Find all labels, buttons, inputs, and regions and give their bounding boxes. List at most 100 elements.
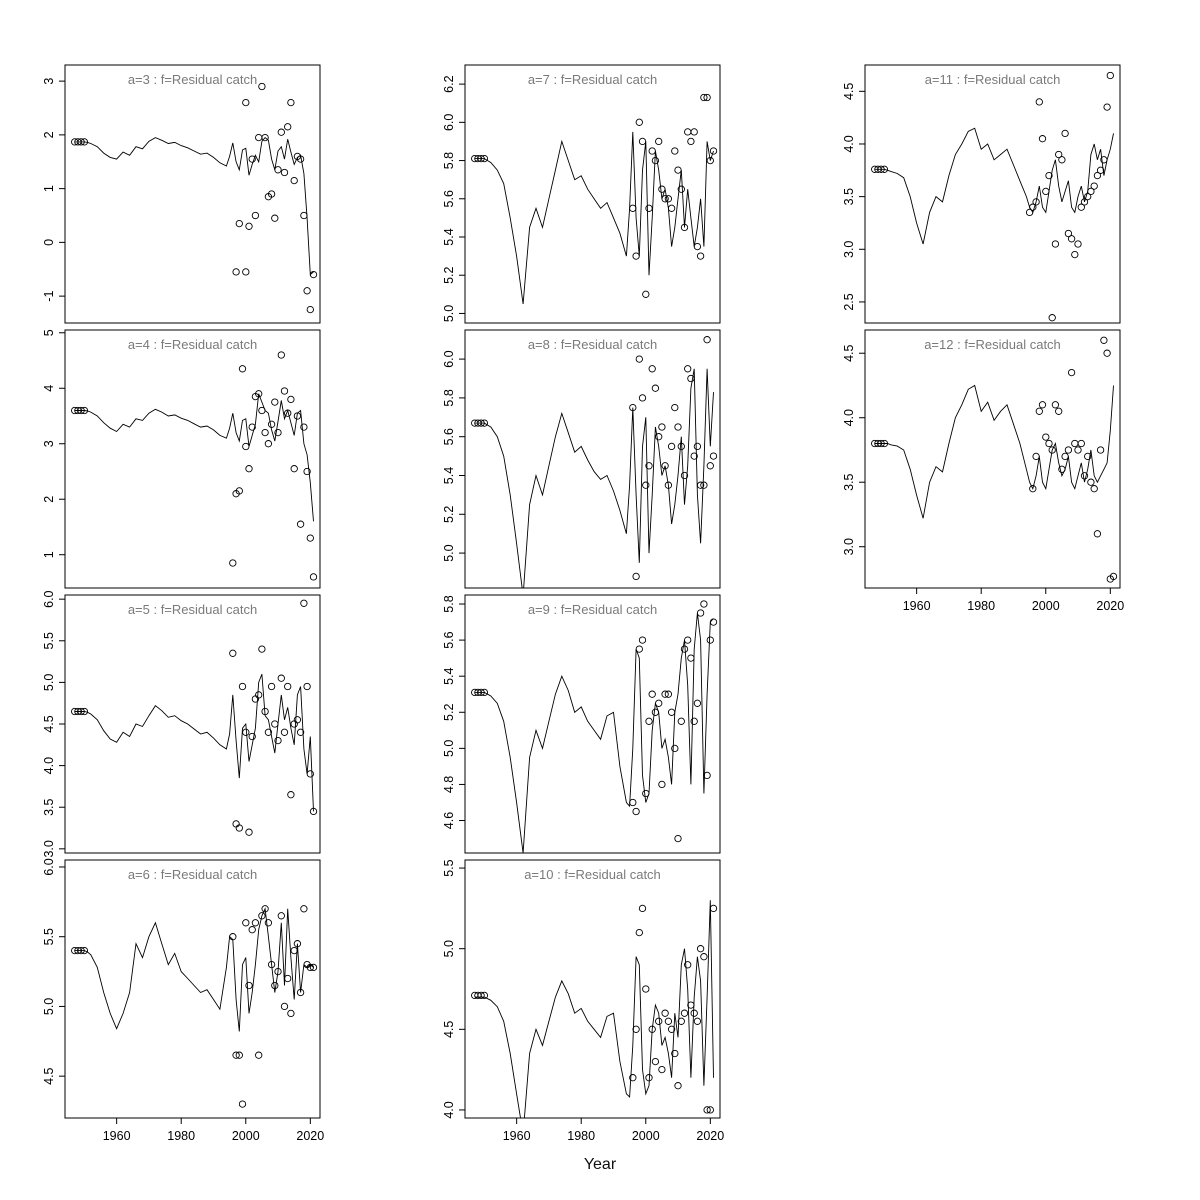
observation-point <box>1025 208 1034 217</box>
model-line <box>74 136 314 276</box>
observation-point <box>1090 182 1098 190</box>
observation-point <box>655 699 663 707</box>
observation-point <box>309 573 318 581</box>
y-tick-label: 4.6 <box>442 812 456 829</box>
observation-point <box>293 940 302 948</box>
observation-point <box>700 953 708 961</box>
observation-point <box>1080 472 1089 480</box>
observation-point <box>706 462 714 470</box>
observation-point <box>651 384 660 392</box>
observation-point <box>1100 156 1108 164</box>
observation-point <box>477 419 485 427</box>
observation-point <box>287 395 295 404</box>
y-tick-label: 3.0 <box>842 241 856 258</box>
y-tick-label: 6.0 <box>442 350 456 367</box>
observation-point <box>271 720 279 728</box>
model-line <box>474 612 714 853</box>
observation-point <box>296 520 305 528</box>
y-tick-label: 2 <box>42 496 56 503</box>
observation-point <box>267 420 276 428</box>
y-tick-label: 5.8 <box>442 389 456 406</box>
observation-point <box>267 682 276 691</box>
observation-point <box>684 636 692 644</box>
observation-point <box>306 305 314 314</box>
observation-point <box>248 423 256 431</box>
observation-point <box>235 824 243 832</box>
y-tick-label: 3.5 <box>842 473 856 490</box>
plot: 4.0 4.5 5.0 5.5 1960 1980 2000 2020 <box>442 859 724 1143</box>
y-tick-label: 4.5 <box>42 715 56 732</box>
observation-point <box>296 155 305 163</box>
observation-point <box>645 204 653 212</box>
observation-point <box>261 707 269 716</box>
observation-point <box>261 905 269 913</box>
observation-point <box>693 242 702 251</box>
observation-point <box>703 1106 711 1114</box>
observation-point <box>1087 478 1095 486</box>
panel-a12: a=12 : f=Residual catch 3.0 3.5 4.0 4.5 1960… <box>800 324 1200 624</box>
observation-point <box>277 351 285 359</box>
y-tick-label: 4.5 <box>442 1021 456 1038</box>
observation-point <box>684 961 692 969</box>
observation-point <box>651 708 660 716</box>
observation-point <box>267 190 276 198</box>
y-tick-label: 5.6 <box>442 428 456 445</box>
panel-a7: a=7 : f=Residual catch 5.0 5.2 5.4 5.6 5.8 6.… <box>400 59 800 359</box>
x-tick-label: 1980 <box>967 599 995 613</box>
observation-point <box>664 1017 673 1025</box>
observation-point <box>629 798 637 807</box>
observation-point <box>290 720 298 728</box>
observation-point <box>648 365 656 373</box>
observation-point <box>684 365 692 373</box>
observation-point <box>700 481 708 489</box>
observation-point <box>684 128 692 136</box>
observation-point <box>245 465 253 473</box>
observation-point <box>477 991 485 1000</box>
y-tick-label: 6.0 <box>42 590 56 607</box>
observation-point <box>645 462 653 470</box>
observation-point <box>674 834 682 843</box>
observation-point <box>306 963 314 972</box>
model-line <box>474 131 714 304</box>
y-tick-label: 4.5 <box>42 1067 56 1084</box>
observation-point <box>1093 171 1102 180</box>
y-tick-label: 0 <box>42 239 56 246</box>
observation-point <box>277 912 285 920</box>
observation-point <box>264 440 273 448</box>
observation-point <box>877 165 885 173</box>
observation-point <box>1096 446 1105 454</box>
observation-point <box>229 649 237 657</box>
y-tick-label: -1 <box>42 291 56 302</box>
model-line <box>74 393 314 522</box>
observation-point <box>261 428 269 437</box>
y-tick-label: 5.6 <box>442 631 456 648</box>
y-tick-label: 5.5 <box>42 928 56 945</box>
observation-point <box>696 609 705 617</box>
x-tick-label: 2000 <box>232 1129 260 1143</box>
observation-point <box>248 732 256 741</box>
observation-point <box>255 390 263 398</box>
observation-point <box>77 138 85 146</box>
observation-point <box>1032 452 1040 461</box>
observation-point <box>232 1051 240 1059</box>
observation-point <box>667 204 676 212</box>
observation-point <box>306 534 314 542</box>
observation-point <box>687 654 695 662</box>
observation-point <box>880 439 889 448</box>
observation-point <box>274 166 282 174</box>
observation-point <box>655 137 663 146</box>
observation-point <box>300 211 308 220</box>
observation-point <box>242 919 250 927</box>
observation-point <box>661 462 669 470</box>
observation-point <box>706 156 714 165</box>
observation-point <box>284 409 292 417</box>
observation-point <box>671 403 679 412</box>
y-tick-label: 5.0 <box>42 998 56 1015</box>
y-tick-label: 3.5 <box>42 798 56 815</box>
observation-point <box>1055 150 1063 159</box>
observation-point <box>1029 485 1037 493</box>
observation-point <box>1077 203 1085 211</box>
y-tick-label: 3 <box>42 78 56 85</box>
observation-point <box>658 1065 666 1074</box>
observation-point <box>255 1051 263 1059</box>
